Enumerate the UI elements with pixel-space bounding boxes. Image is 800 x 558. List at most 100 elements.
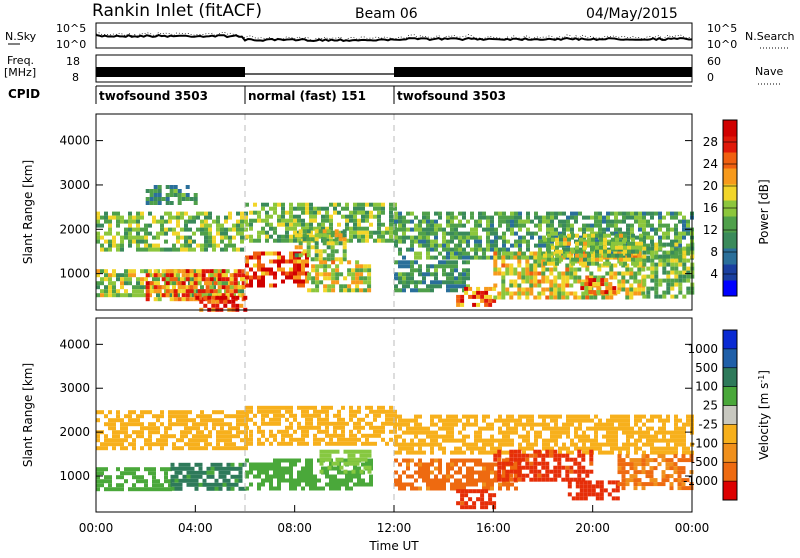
power-colorbar-swatch (723, 232, 737, 249)
velocity-cell (402, 458, 406, 463)
power-cell (438, 260, 442, 265)
power-cell (359, 288, 364, 293)
velocity-cell (686, 418, 690, 423)
velocity-cell (216, 418, 220, 423)
power-cell (426, 231, 430, 236)
power-cell (196, 227, 200, 232)
velocity-cell (410, 458, 414, 463)
power-cell (181, 285, 186, 290)
power-cell (456, 294, 461, 299)
velocity-cell (662, 450, 666, 455)
velocity-cell (618, 414, 622, 419)
power-cell (331, 280, 336, 285)
station-title: Rankin Inlet (fitACF) (92, 1, 262, 21)
power-cell (494, 247, 498, 252)
power-cell (228, 215, 232, 220)
power-cell (223, 295, 228, 300)
velocity-cell (257, 441, 261, 446)
power-cell (289, 222, 293, 227)
power-cell (642, 278, 647, 283)
velocity-cell (398, 442, 402, 447)
power-cell (152, 247, 156, 252)
power-cell (623, 233, 627, 238)
power-cell (666, 250, 671, 255)
velocity-cell (261, 429, 265, 434)
velocity-cell (357, 405, 361, 410)
power-cell (482, 255, 486, 260)
power-cell (510, 243, 514, 248)
velocity-cell (301, 433, 305, 438)
velocity-cell (222, 466, 227, 471)
velocity-cell (575, 484, 580, 489)
power-cell (318, 249, 323, 254)
power-cell (221, 277, 226, 282)
velocity-cell (498, 418, 502, 423)
power-cell (361, 202, 365, 207)
velocity-cell (394, 422, 398, 427)
power-cell (217, 281, 222, 286)
power-cell (323, 268, 328, 273)
velocity-cell (622, 418, 626, 423)
velocity-cell (309, 478, 313, 483)
power-cell (314, 233, 319, 238)
velocity-cell (589, 469, 594, 474)
power-cell (434, 239, 438, 244)
velocity-cell (261, 409, 265, 414)
velocity-cell (486, 482, 490, 487)
power-cell (642, 254, 647, 259)
power-cell (482, 211, 486, 216)
power-cell (591, 261, 595, 266)
velocity-cell (553, 477, 558, 482)
power-cell (104, 293, 108, 298)
velocity-cell (269, 441, 273, 446)
power-cell (156, 247, 160, 252)
velocity-cell (454, 422, 458, 427)
power-cell (108, 285, 112, 290)
power-cell (561, 279, 566, 284)
velocity-cell (634, 450, 638, 455)
power-cell (273, 206, 277, 211)
power-cell (426, 211, 430, 216)
velocity-cell (650, 418, 654, 423)
power-cell (642, 294, 647, 299)
power-cell (289, 214, 293, 219)
velocity-cell (202, 470, 207, 475)
power-cell (631, 257, 635, 262)
power-cell (639, 237, 643, 242)
power-cell (236, 227, 240, 232)
velocity-cell (218, 486, 223, 491)
power-cell (177, 281, 182, 286)
power-cell (468, 294, 473, 299)
velocity-cell (410, 426, 414, 431)
velocity-cell (285, 466, 289, 471)
power-cell (480, 298, 485, 303)
power-cell (197, 273, 202, 278)
velocity-cell (522, 426, 526, 431)
power-cell (165, 273, 170, 278)
power-cell (327, 284, 332, 289)
velocity-cell (363, 453, 368, 458)
velocity-cell (677, 482, 682, 487)
velocity-cell (309, 417, 313, 422)
power-colorbar-swatch (723, 152, 737, 169)
power-cell (570, 247, 574, 252)
velocity-cell (629, 474, 634, 479)
velocity-cell (674, 426, 678, 431)
power-cell (518, 247, 522, 252)
power-cell (545, 295, 550, 300)
power-cell (567, 233, 571, 238)
velocity-cell (414, 442, 418, 447)
velocity-cell (124, 434, 128, 439)
power-cell (600, 282, 605, 287)
power-cell (277, 259, 281, 264)
power-cell (184, 223, 188, 228)
velocity-cell (553, 449, 558, 454)
power-cell (172, 215, 176, 220)
velocity-cell (164, 475, 168, 480)
power-cell (116, 243, 120, 248)
velocity-cell (327, 465, 332, 470)
power-cell (323, 288, 328, 293)
power-cell (586, 223, 590, 228)
velocity-cell (410, 418, 414, 423)
power-cell (310, 257, 315, 262)
